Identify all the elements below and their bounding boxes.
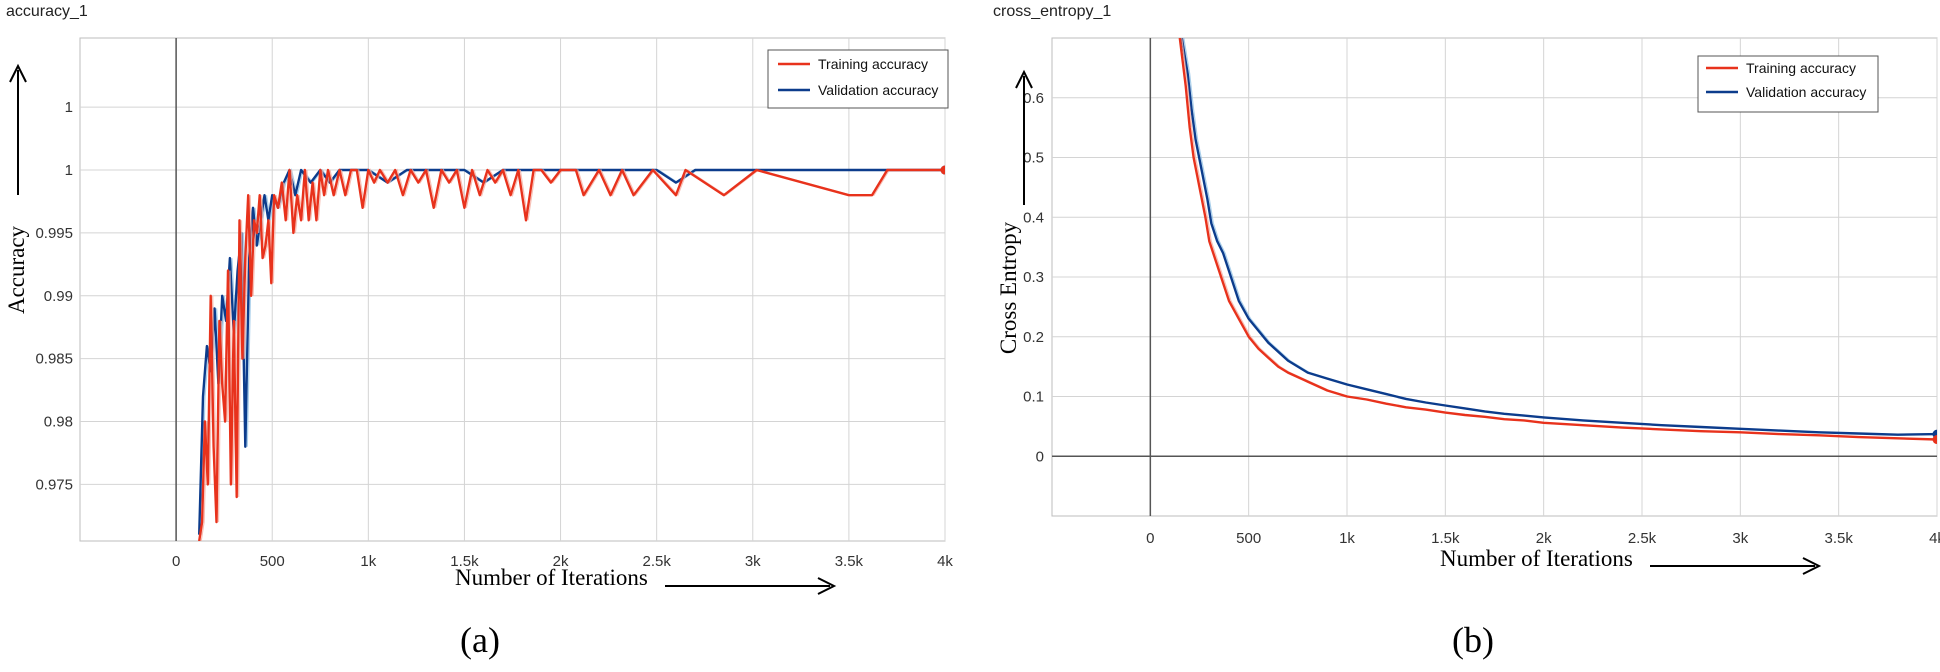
x-tick-label: 3.5k [835, 553, 864, 570]
x-tick-label: 1.5k [1431, 530, 1460, 547]
x-axis-label: Number of Iterations [1440, 546, 1633, 571]
x-tick-label: 2.5k [1628, 530, 1657, 547]
legend: Training accuracy Validation accuracy [1697, 55, 1879, 113]
x-tick-label: 500 [1236, 530, 1261, 547]
accuracy-chart: accuracy_1 0.975 0.98 0.985 0.99 0.995 1 1 0 50… [4, 3, 953, 660]
training-end-point [940, 165, 945, 175]
training-line [1178, 38, 1937, 441]
legend-box [1697, 55, 1879, 113]
training-end-point [1932, 435, 1937, 445]
chart-title: accuracy_1 [6, 3, 88, 20]
y-tick-labels: 0 0.1 0.2 0.3 0.4 0.5 0.6 [1023, 90, 1044, 466]
legend-training: Training accuracy [818, 56, 928, 72]
series-group [1178, 38, 1937, 445]
y-tick-label: 0.995 [35, 225, 73, 242]
validation-line [1180, 38, 1937, 436]
y-tick-label: 0.5 [1023, 150, 1044, 167]
zero-axis-line [1052, 38, 1937, 516]
y-tick-label: 0.99 [44, 288, 73, 305]
legend-box [767, 49, 949, 109]
training-line [198, 168, 945, 541]
x-tick-label: 4k [937, 553, 953, 570]
chart-title: cross_entropy_1 [993, 3, 1111, 20]
x-tick-label: 1k [360, 553, 376, 570]
x-tick-label: 3k [745, 553, 761, 570]
x-tick-label: 3k [1732, 530, 1748, 547]
x-tick-label: 2.5k [642, 553, 671, 570]
y-axis-arrow [1015, 69, 1033, 205]
y-tick-label: 0.2 [1023, 329, 1044, 346]
legend-validation: Validation accuracy [1746, 84, 1866, 100]
x-tick-label: 1.5k [450, 553, 479, 570]
x-tick-label: 4k [1929, 530, 1940, 547]
x-tick-labels: 0 500 1k 1.5k 2k 2.5k 3k 3.5k 4k [1146, 530, 1940, 547]
x-tick-label: 2k [553, 553, 569, 570]
x-tick-label: 1k [1339, 530, 1355, 547]
x-tick-label: 0 [1146, 530, 1154, 547]
y-tick-label: 1 [65, 162, 73, 179]
y-tick-label: 0.98 [44, 414, 73, 431]
y-tick-label: 0.1 [1023, 389, 1044, 406]
y-tick-label: 0.3 [1023, 269, 1044, 286]
plot-area [79, 37, 946, 542]
y-tick-label: 0 [1036, 448, 1044, 465]
x-tick-labels: 0 500 1k 1.5k 2k 2.5k 3k 3.5k 4k [172, 553, 953, 570]
cross-entropy-chart: cross_entropy_1 0 0.1 0.2 0.3 0.4 0.5 0.6 0 500… [993, 3, 1940, 660]
caption-a: (a) [460, 620, 500, 660]
y-tick-labels: 0.975 0.98 0.985 0.99 0.995 1 1 [35, 99, 73, 493]
y-axis-label: Cross Entropy [996, 221, 1021, 354]
y-tick-label: 0.6 [1023, 90, 1044, 107]
y-axis-label: Accuracy [4, 225, 29, 314]
y-tick-label: 1 [65, 99, 73, 116]
y-tick-label: 0.4 [1023, 209, 1044, 226]
x-tick-label: 3.5k [1824, 530, 1853, 547]
y-tick-label: 0.975 [35, 476, 73, 493]
y-tick-label: 0.985 [35, 351, 73, 368]
caption-b: (b) [1452, 620, 1494, 660]
x-axis-arrow [665, 577, 837, 595]
series-group [198, 165, 945, 541]
x-tick-label: 2k [1536, 530, 1552, 547]
x-axis-arrow [1650, 557, 1822, 575]
x-axis-label: Number of Iterations [455, 565, 648, 590]
legend-training: Training accuracy [1746, 60, 1856, 76]
x-tick-label: 500 [260, 553, 285, 570]
y-axis-arrow [9, 63, 27, 195]
legend-validation: Validation accuracy [818, 82, 938, 98]
legend: Training accuracy Validation accuracy [767, 49, 949, 109]
x-tick-label: 0 [172, 553, 180, 570]
